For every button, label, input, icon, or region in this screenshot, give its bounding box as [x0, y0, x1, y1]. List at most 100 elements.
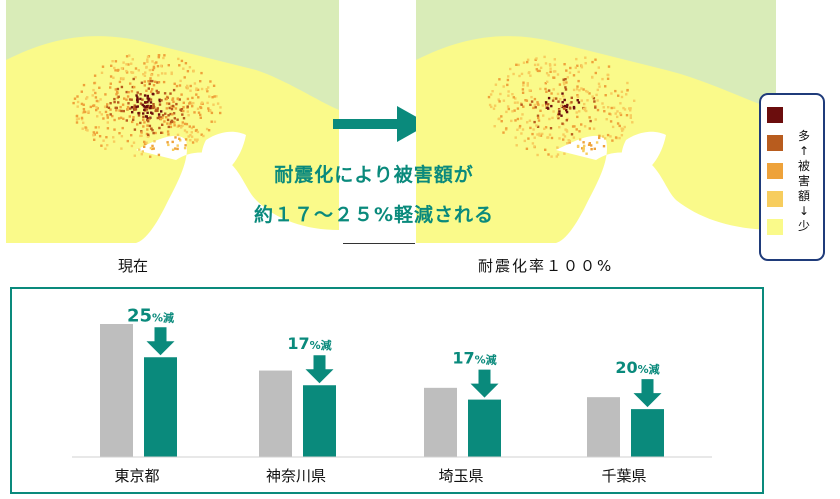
damage-dot [534, 106, 537, 109]
damage-dot [526, 58, 530, 61]
damage-dot [172, 112, 176, 115]
damage-dot [151, 60, 154, 63]
damage-dot [182, 106, 185, 109]
damage-dot [572, 88, 576, 92]
damage-dot [119, 105, 122, 109]
damage-dot [84, 126, 87, 129]
damage-dot [192, 101, 195, 105]
damage-dot [131, 120, 134, 124]
damage-dot [132, 118, 135, 121]
damage-dot [152, 93, 155, 96]
damage-dot [120, 77, 123, 81]
damage-dot [125, 90, 128, 94]
damage-dot [130, 134, 133, 137]
damage-dot [134, 67, 138, 70]
damage-dot [146, 101, 149, 104]
damage-dot [130, 98, 133, 101]
damage-dot [170, 105, 173, 108]
damage-dot [190, 135, 194, 138]
headline-line-2: 約１７～２５%軽減される [253, 204, 495, 226]
damage-dot [102, 117, 105, 120]
damage-dot [582, 148, 585, 151]
damage-dot [152, 103, 155, 106]
damage-dot [562, 94, 565, 98]
damage-dot [205, 127, 209, 131]
damage-dot [200, 133, 203, 136]
damage-dot [114, 106, 117, 109]
damage-dot [176, 97, 179, 100]
damage-dot [521, 128, 525, 131]
damage-dot [586, 99, 589, 102]
damage-dot [150, 127, 153, 130]
damage-dot [143, 94, 147, 97]
damage-dot [144, 71, 147, 74]
damage-dot [146, 94, 149, 98]
damage-dot [492, 107, 496, 110]
damage-dot [596, 88, 599, 92]
damage-dot [574, 66, 577, 69]
damage-dot [170, 107, 174, 111]
damage-dot [493, 125, 496, 128]
damage-dot [129, 107, 132, 110]
damage-dot [180, 108, 184, 111]
damage-dot [162, 56, 165, 60]
damage-dot [86, 96, 89, 99]
damage-dot [565, 119, 568, 122]
damage-dot [157, 56, 160, 59]
damage-dot [126, 108, 129, 111]
damage-dot [500, 115, 503, 118]
damage-dot [152, 104, 155, 108]
damage-dot [98, 86, 101, 89]
damage-dot [521, 113, 524, 116]
damage-dot [563, 63, 566, 66]
damage-dot [143, 145, 146, 148]
damage-dot [129, 82, 132, 85]
damage-dot [633, 99, 636, 102]
damage-dot [547, 136, 550, 139]
damage-dot [133, 154, 136, 157]
damage-dot [604, 85, 607, 88]
damage-dot [186, 110, 189, 113]
damage-dot [526, 84, 529, 87]
damage-dot [493, 104, 497, 107]
damage-dot [552, 110, 555, 113]
damage-dot [195, 140, 198, 143]
damage-dot [602, 106, 605, 109]
damage-dot [144, 106, 147, 109]
damage-dot [114, 60, 118, 63]
damage-dot [139, 102, 143, 105]
damage-dot [118, 80, 122, 84]
damage-dot [601, 102, 604, 105]
damage-dot [200, 71, 203, 75]
damage-dot [145, 141, 148, 144]
damage-dot [518, 126, 521, 129]
damage-dot [125, 55, 129, 58]
damage-dot [199, 80, 202, 83]
damage-dot [144, 101, 147, 104]
damage-dot [158, 115, 161, 119]
damage-dot [553, 63, 557, 66]
damage-dot [186, 84, 189, 88]
damage-dot [614, 136, 618, 139]
damage-dot [181, 124, 184, 127]
damage-dot [171, 113, 174, 116]
damage-dot [154, 80, 157, 83]
damage-dot [513, 101, 517, 104]
damage-dot [121, 103, 125, 106]
damage-dot [515, 144, 518, 147]
damage-dot [80, 90, 83, 93]
damage-dot [603, 110, 606, 113]
damage-dot [146, 58, 149, 61]
damage-dot [562, 107, 566, 110]
damage-dot [207, 107, 210, 110]
damage-dot [516, 101, 519, 104]
damage-dot [182, 67, 185, 70]
damage-dot [620, 95, 624, 99]
damage-dot [171, 104, 175, 108]
damage-dot [163, 92, 167, 95]
damage-dot [181, 113, 184, 116]
damage-dot [197, 96, 200, 99]
damage-dot [559, 98, 562, 101]
damage-dot [171, 140, 174, 144]
damage-dot [149, 101, 153, 104]
